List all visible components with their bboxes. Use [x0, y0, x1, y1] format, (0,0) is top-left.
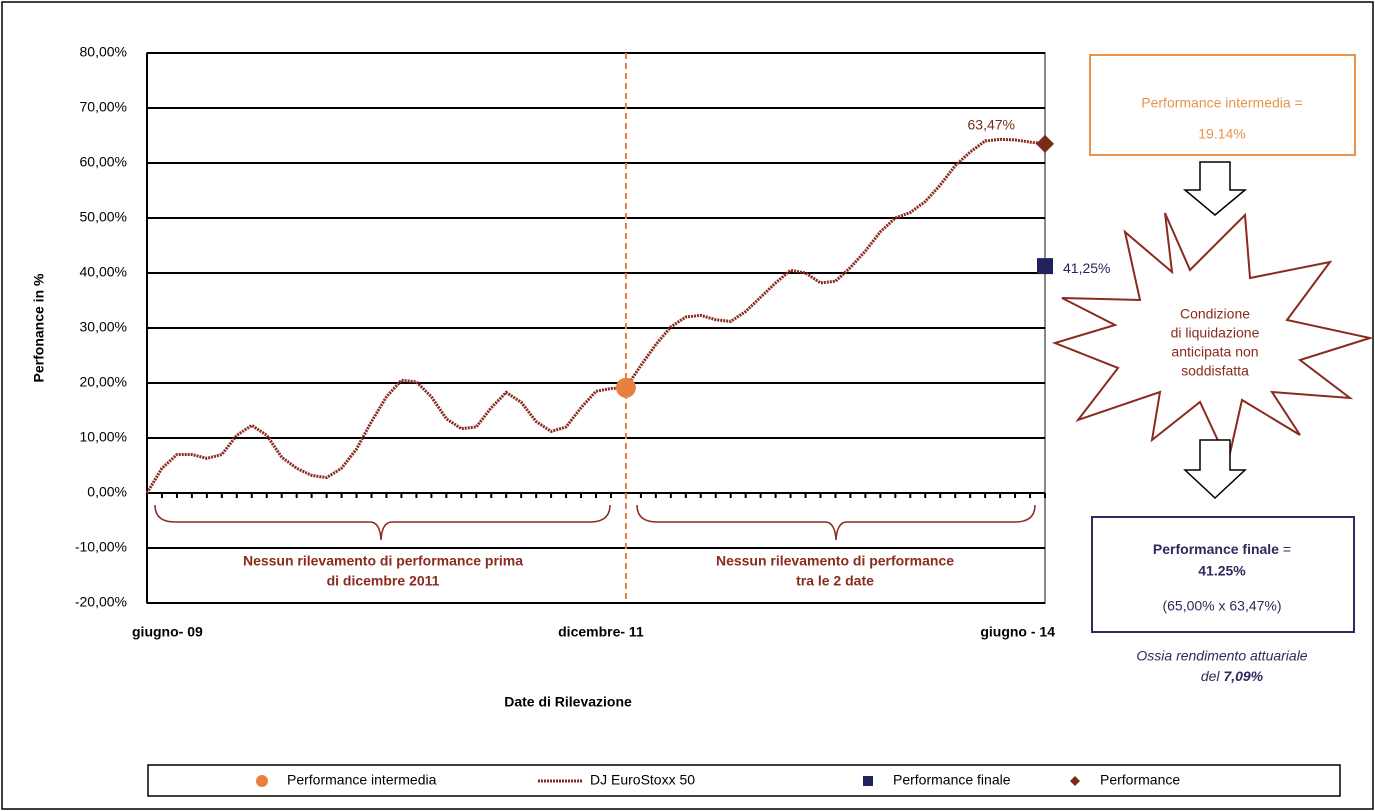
- arrow: [1183, 439, 1247, 500]
- y-axis-label: Perfonance in %: [31, 273, 47, 382]
- y-tick-label: 50,00%: [80, 209, 127, 225]
- y-tick-label: -10,00%: [75, 539, 127, 555]
- x-axis-label: Date di Rilevazione: [504, 694, 632, 710]
- annotation-eq: =: [1283, 541, 1291, 557]
- y-tick-label: 80,00%: [80, 44, 127, 60]
- info-box: [1091, 516, 1355, 633]
- brace: [636, 504, 1036, 541]
- brace: [154, 504, 611, 541]
- y-tick-label: 0,00%: [87, 484, 127, 500]
- annotation: di dicembre 2011: [327, 573, 440, 589]
- annotation-label: Performance finale: [1153, 541, 1279, 557]
- annotation: di liquidazione: [1171, 325, 1260, 341]
- annotation: 19.14%: [1198, 126, 1245, 142]
- y-tick-label: 10,00%: [80, 429, 127, 445]
- annotation: (65,00% x 63,47%): [1162, 598, 1281, 614]
- marker: [615, 377, 636, 398]
- x-tick-label: dicembre- 11: [558, 624, 644, 640]
- annotation: Ossia rendimento attuariale: [1136, 648, 1307, 664]
- marker: [1036, 134, 1054, 153]
- legend-label: Performance finale: [893, 772, 1011, 788]
- legend-label: Performance: [1100, 772, 1180, 788]
- info-box: [1089, 54, 1356, 156]
- annotation: Condizione: [1180, 306, 1250, 322]
- annotation: del 7,09%: [1201, 668, 1264, 684]
- y-tick-label: -20,00%: [75, 594, 127, 610]
- legend-swatch: [256, 775, 268, 787]
- y-tick-label: 60,00%: [80, 154, 127, 170]
- y-tick-label: 70,00%: [80, 99, 127, 115]
- legend-label: Performance intermedia: [287, 772, 437, 788]
- marker: [1037, 258, 1053, 275]
- data-label: 63,47%: [968, 117, 1015, 133]
- legend: [147, 764, 1341, 797]
- annotation: anticipata non: [1171, 344, 1258, 360]
- annotation: Performance finale =: [1153, 541, 1291, 557]
- annotation-prefix: del: [1201, 668, 1221, 684]
- y-tick-label: 30,00%: [80, 319, 127, 335]
- y-tick-label: 40,00%: [80, 264, 127, 280]
- annotation: Nessun rilevamento di performance prima: [243, 553, 523, 569]
- x-tick-label: giugno- 09: [132, 624, 203, 640]
- annotation: soddisfatta: [1181, 363, 1249, 379]
- annotation: Nessun rilevamento di performance: [716, 553, 954, 569]
- annotation: tra le 2 date: [796, 573, 874, 589]
- legend-swatch: [863, 776, 873, 786]
- annotation: Performance intermedia =: [1141, 95, 1302, 111]
- legend-swatch: [1070, 776, 1080, 786]
- y-tick-label: 20,00%: [80, 374, 127, 390]
- arrow: [1182, 161, 1248, 216]
- x-tick-label: giugno - 14: [980, 624, 1055, 640]
- legend-label: DJ EuroStoxx 50: [590, 772, 695, 788]
- annotation: 41.25%: [1198, 563, 1246, 579]
- data-label: 41,25%: [1063, 260, 1110, 276]
- annotation-value: 7,09%: [1223, 668, 1263, 684]
